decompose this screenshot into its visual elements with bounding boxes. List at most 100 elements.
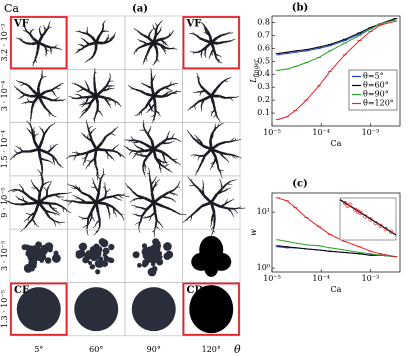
pattern-branch [17,146,21,150]
pattern-branch [93,219,95,222]
pattern-branch [80,151,89,156]
row-label: 3 · 10⁻⁴ [0,81,9,111]
tag-label: VF [13,19,29,30]
pattern-branch [86,33,93,38]
pattern-branch [52,98,56,102]
pattern-branch [163,165,168,168]
pattern-branch [102,89,107,92]
pattern-dot [23,263,33,273]
pattern-branch [151,109,154,112]
pattern-branch [61,82,64,85]
pattern-branch [164,86,169,90]
pattern-branch [54,45,57,48]
pattern-branch [80,31,84,34]
pattern-branch [111,36,115,40]
pattern-branch [29,124,33,130]
pattern-branch [175,138,180,141]
y-axis-label: w [249,229,258,236]
pattern-branch [104,192,107,198]
pattern-branch [44,27,47,30]
pattern-branch [230,211,233,215]
pattern-branch [95,141,104,151]
pattern-branch [172,83,175,86]
pattern-branch [199,140,204,147]
pattern-branch [236,96,240,98]
pattern-branch [31,218,36,224]
pattern-branch [153,76,155,80]
pattern-branch [141,106,147,112]
pattern-branch [80,44,83,47]
pattern-branch [211,225,215,229]
inset-point [355,209,360,214]
pattern-branch [44,209,51,214]
pattern-branch [159,159,164,163]
pattern-branch [87,232,89,236]
pattern-branch [159,21,162,25]
pattern-branch [147,85,153,89]
pattern-branch [93,183,97,189]
pattern-branch [125,182,128,186]
pattern-branch [88,161,92,165]
pattern-branch [114,100,116,104]
pattern-branch [71,187,75,189]
pattern-branch [154,32,159,37]
pattern-branch [232,137,235,140]
pattern-branch [138,221,142,227]
pattern-branch [26,98,29,101]
pattern-branch [215,114,219,119]
pattern-branch [152,89,161,97]
pattern-branch [187,108,190,112]
pattern-branch [26,42,33,46]
pattern-branch [220,62,223,64]
pattern-dot [102,252,107,258]
pattern-branch [32,61,35,65]
pattern-branch [139,140,147,146]
pattern-dot [102,247,110,255]
pattern-branch [188,178,193,182]
pattern-branch [27,99,30,103]
pattern-branch [197,166,201,172]
pattern-branch [33,127,35,130]
pattern-branch [85,96,90,102]
pattern-branch [29,147,40,153]
pattern-branch [50,211,55,214]
pattern-branch [167,90,171,93]
pattern-branch [196,154,201,157]
pattern-branch [157,179,161,182]
pattern-branch [144,129,149,136]
pattern-branch [163,156,166,161]
pattern-branch [68,192,72,194]
pattern-branch [171,31,173,35]
pattern-branch [158,86,166,92]
pattern-branch [71,97,74,100]
pattern-branch [239,156,242,159]
pattern-branch [22,29,25,32]
pattern-branch [221,122,224,125]
pattern-branch [86,84,89,88]
pattern-branch [149,178,153,186]
inset-point [368,217,373,222]
pattern-branch [113,134,116,136]
pattern-branch [68,96,71,98]
pattern-branch [129,200,133,203]
pattern-branch [231,154,235,158]
pattern-branch [24,223,29,228]
pattern-branch [54,212,58,215]
pattern-branch [123,145,127,148]
pattern-branch [76,93,80,96]
pattern-branch [150,81,154,89]
pattern-dot [78,243,85,250]
pattern-branch [238,206,241,209]
pattern-branch [229,76,232,79]
pattern-branch [23,101,27,104]
pattern-branch [94,222,97,227]
pattern-branch [19,148,24,153]
pattern-branch [136,146,141,150]
pattern-branch [190,218,192,222]
pattern-branch [162,205,171,211]
pattern-branch [175,89,177,93]
pattern-branch [37,201,47,212]
pattern-branch [105,190,109,193]
pattern-branch [227,40,232,43]
pattern-branch [112,193,119,198]
